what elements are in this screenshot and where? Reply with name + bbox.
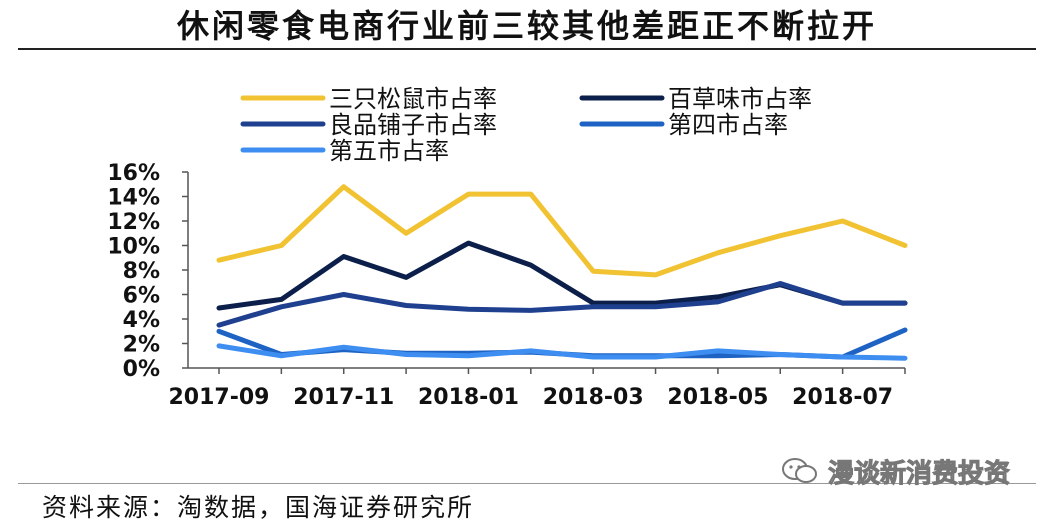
x-tick-label: 2018-01 (418, 385, 519, 410)
watermark-text: 漫谈新消费投资 (827, 458, 1011, 489)
x-tick-label: 2018-07 (792, 385, 893, 410)
x-tick-label: 2018-05 (667, 385, 768, 410)
chart-axes: 0%2%4%6%8%10%12%14%16% 2017-09 2017-11 2018… (107, 161, 906, 410)
series-line (216, 184, 908, 278)
legend-label: 第四市占率 (668, 111, 788, 139)
legend-label: 良品铺子市占率 (329, 111, 497, 139)
y-tick-label: 12% (107, 210, 160, 235)
x-tick-label: 2017-11 (293, 385, 394, 410)
y-tick-label: 16% (107, 161, 160, 186)
wechat-icon (782, 458, 817, 483)
y-tick-label: 2% (123, 333, 160, 358)
chart-series (216, 184, 908, 361)
title-divider (18, 48, 1036, 50)
legend-label: 第五市占率 (329, 137, 449, 165)
source-note: 资料来源：淘数据，国海证券研究所 (42, 493, 475, 522)
y-tick-label: 10% (107, 235, 160, 260)
watermark: 漫谈新消费投资 (780, 453, 1011, 489)
chart-title: 休闲零食电商行业前三较其他差距正不断拉开 (176, 7, 877, 45)
y-tick-label: 4% (123, 308, 160, 333)
series-line (216, 343, 908, 361)
legend-label: 百草味市占率 (668, 85, 812, 113)
x-tick-label: 2017-09 (169, 385, 270, 410)
y-tick-label: 14% (107, 186, 160, 211)
y-tick-label: 0% (123, 357, 160, 382)
series-line (216, 281, 908, 328)
y-tick-label: 8% (123, 259, 160, 284)
legend-label: 三只松鼠市占率 (329, 85, 497, 113)
x-tick-label: 2018-03 (543, 385, 644, 410)
y-tick-label: 6% (123, 284, 160, 309)
footer-divider (18, 483, 1036, 484)
